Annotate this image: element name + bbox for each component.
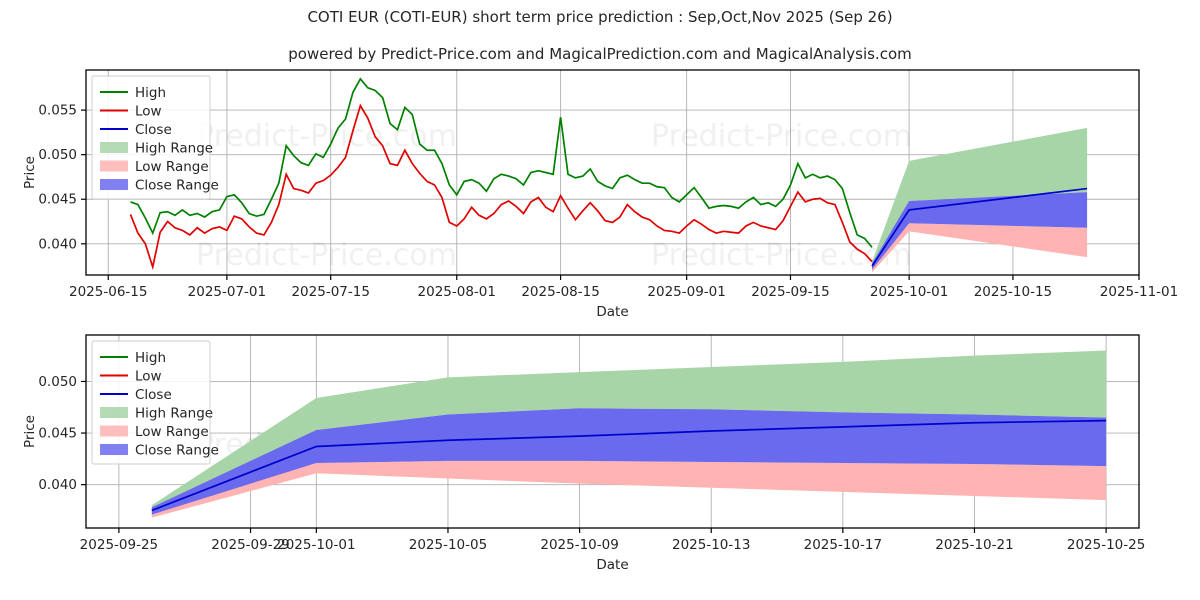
x-tick-label: 2025-10-01 [277, 537, 355, 553]
x-tick-label: 2025-07-15 [291, 284, 369, 300]
x-tick-label: 2025-10-21 [935, 537, 1013, 553]
legend-label: Low [135, 104, 162, 120]
low-range-band [872, 223, 1088, 273]
x-tick-label: 2025-09-25 [80, 537, 158, 553]
page-subtitle: powered by Predict-Price.com and Magical… [288, 45, 912, 63]
legend-label: High Range [135, 406, 213, 422]
high-range-band [151, 350, 1107, 511]
legend-label: Low [135, 369, 162, 385]
legend-label: Low Range [135, 424, 209, 440]
y-axis-label: Price [22, 415, 38, 448]
low-series-line [129, 103, 873, 271]
x-tick-label: 2025-10-15 [974, 284, 1052, 300]
legend-swatch-band [100, 179, 128, 190]
page-title: COTI EUR (COTI-EUR) short term price pre… [307, 8, 893, 26]
x-tick-label: 2025-09-15 [751, 284, 829, 300]
legend-swatch-band [100, 407, 128, 418]
y-tick-label: 0.050 [38, 374, 77, 390]
low-range-band [151, 460, 1107, 518]
close-series-line [151, 419, 1107, 512]
x-tick-label: 2025-09-29 [211, 537, 289, 553]
high-range-band [872, 127, 1088, 267]
panel-overview: Predict-Price.com Predict-Price.com Predic… [22, 69, 1178, 320]
x-axis-label: Date [596, 304, 628, 320]
legend-label: High Range [135, 141, 213, 157]
legend-overview: High Low Close High Range Low Range Close Ran… [91, 75, 219, 200]
legend-forecast-detail: High Low Close High Range Low Range Close Ran… [91, 340, 219, 465]
high-series-line [130, 77, 873, 248]
gridlines-overview [86, 70, 1139, 275]
y-tick-label: 0.040 [38, 236, 77, 252]
watermark-group: Predict-Price.com Predict-Price.com Predic… [196, 119, 912, 273]
y-tick-label: 0.045 [38, 426, 77, 442]
y-tick-label: 0.045 [38, 192, 77, 208]
x-tick-label: 2025-10-05 [409, 537, 487, 553]
x-tick-label: 2025-07-01 [188, 284, 266, 300]
watermark-text: Predict-Price.com [196, 119, 457, 154]
y-tick-label: 0.040 [38, 477, 77, 493]
axis-frame [85, 69, 1140, 276]
x-tick-label: 2025-10-01 [870, 284, 948, 300]
legend-label: Close Range [135, 178, 219, 194]
y-tick-label: 0.055 [38, 103, 77, 119]
legend-swatch-band [100, 444, 128, 455]
x-tick-label: 2025-11-01 [1100, 284, 1178, 300]
legend-label: Close Range [135, 443, 219, 459]
legend-label: Low Range [135, 159, 209, 175]
panel-forecast-detail: Predict-Price.comPredict-Price.com0.0400… [22, 334, 1145, 573]
x-tick-label: 2025-10-13 [672, 537, 750, 553]
legend-label: High [135, 350, 166, 366]
y-axis-overview: 0.040 0.045 0.050 0.055 Price [22, 103, 86, 252]
y-axis-forecast-detail: 0.040 0.045 0.050 Price [22, 374, 86, 493]
x-tick-label: 2025-10-09 [540, 537, 618, 553]
close-series-line [871, 187, 1088, 267]
legend-swatch-band [100, 142, 128, 153]
x-tick-label: 2025-10-17 [804, 537, 882, 553]
legend-label: Close [135, 122, 172, 138]
close-range-band [151, 408, 1107, 515]
x-tick-label: 2025-10-25 [1067, 537, 1145, 553]
watermark-text: Predict-Price.com [651, 119, 912, 154]
legend-label: High [135, 85, 166, 101]
x-tick-label: 2025-08-15 [521, 284, 599, 300]
close-range-band [872, 192, 1088, 270]
x-tick-label: 2025-09-01 [647, 284, 725, 300]
legend-swatch-band [100, 160, 128, 172]
x-axis-label: Date [596, 557, 628, 573]
watermark-text: Predict-Price.com [196, 238, 457, 273]
y-tick-label: 0.050 [38, 147, 77, 163]
legend-swatch-band [100, 425, 128, 437]
legend-label: Close [135, 387, 172, 403]
axis-frame [85, 334, 1140, 529]
x-tick-label: 2025-06-15 [69, 284, 147, 300]
y-axis-label: Price [22, 156, 38, 189]
x-tick-label: 2025-08-01 [418, 284, 496, 300]
x-axis-overview: 2025-06-15 2025-07-01 2025-07-15 2025-08-01… [69, 275, 1178, 320]
